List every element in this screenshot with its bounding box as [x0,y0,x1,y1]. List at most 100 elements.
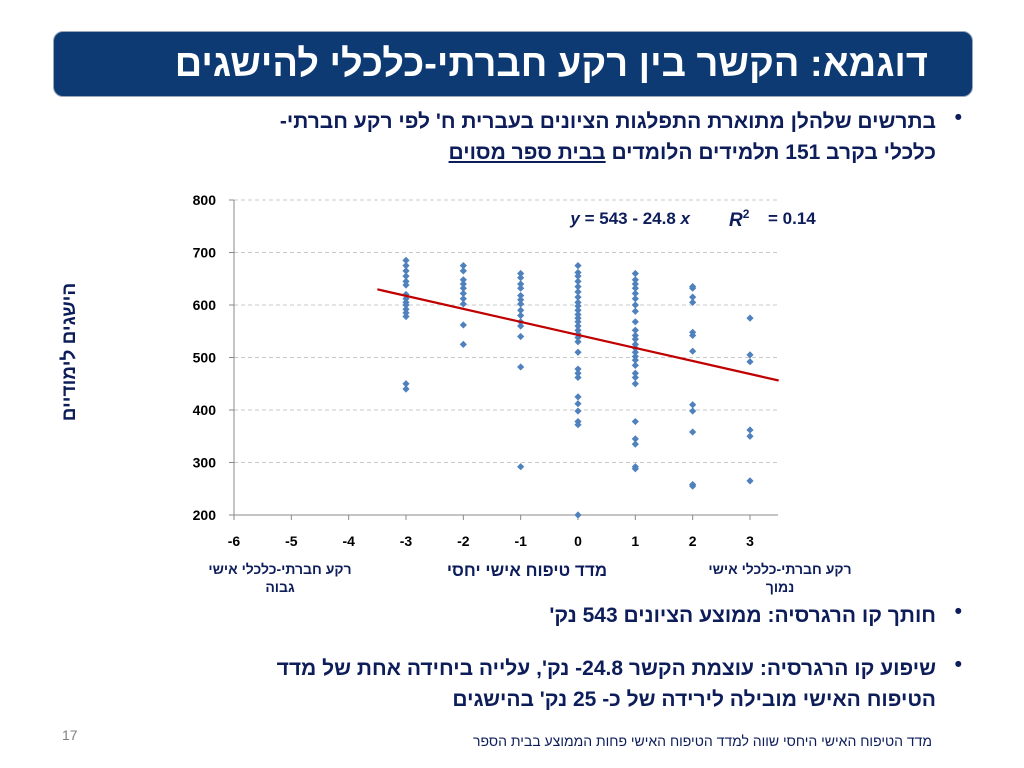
data-point [459,340,467,348]
data-point [631,318,639,326]
data-point [574,302,582,310]
data-point [459,289,467,298]
data-point [746,426,754,434]
data-point [631,369,639,377]
data-point [631,348,639,356]
bullet-3-line-2: הטיפוח האישי מובילה לירידה של כ- 25 נק' … [452,688,936,711]
bullet-1-line-2-text: כלכלי בקרב 151 תלמידים הלומדים [605,141,936,164]
footnote: מדד הטיפוח האישי היחסי שווה למדד הטיפוח … [473,733,932,749]
data-point [574,365,582,373]
data-point [574,318,582,326]
data-point [631,417,639,426]
data-point [746,358,754,366]
data-point [402,267,410,275]
x-tick-label: -5 [285,533,298,549]
data-point [574,511,582,519]
data-point [402,262,410,270]
x-tick-label: 1 [631,533,639,549]
data-point [402,281,410,289]
regression-line [377,288,779,382]
bullet-1-underlined: בבית ספר מסוים [448,141,606,164]
axes [229,199,778,520]
bullet-1-line-2: כלכלי בקרב 151 תלמידים הלומדים בבית ספר … [280,137,936,168]
data-point [402,385,410,393]
x-tick-label: -3 [400,533,413,549]
data-point [631,340,639,348]
data-point [631,331,639,340]
data-point [631,373,639,382]
data-point [574,407,582,415]
data-point [746,351,754,359]
data-point [517,322,525,330]
data-point [631,326,639,334]
data-point [746,314,754,322]
x-tick-label: -6 [228,533,241,549]
r-squared-r: R [729,210,743,231]
data-point [402,272,410,280]
regression-equation: y = 543 - 24.8 x [569,209,691,228]
data-point [631,435,639,443]
data-point [574,369,582,377]
data-point [574,400,582,408]
data-point [689,331,697,340]
slide-title-bar: דוגמא: הקשר בין רקע חברתי-כלכלי להישגים [53,31,973,97]
y-tick-label: 500 [193,350,217,366]
data-point [517,269,525,278]
data-point [631,269,639,278]
data-point [574,283,582,291]
data-point [459,295,467,303]
data-point [689,293,697,301]
data-point [689,407,697,415]
left-note: רקע חברתי-כלכלי אישי גבוה [208,561,352,595]
page-number: 17 [62,727,78,743]
data-point [631,301,639,309]
data-point [631,440,639,448]
bullet-2: חותך קו הרגרסיה: ממוצע הציונים 543 נק' [549,604,936,627]
data-point [574,288,582,296]
bullet-3: שיפוע קו הרגרסיה: עוצמת הקשר 24.8- נק', … [277,653,936,715]
data-point [517,463,525,471]
data-point [459,267,467,275]
y-tick-label: 700 [193,245,217,261]
data-point [517,306,525,314]
data-point [631,361,639,369]
data-point [631,352,639,361]
data-point [574,306,582,314]
data-point [574,293,582,301]
grid-lines [234,199,778,463]
data-point [402,277,410,285]
x-tick-label: -1 [514,533,527,549]
data-point [746,477,754,485]
data-point [402,301,410,309]
data-point [574,262,582,270]
x-tick-label: 2 [689,533,697,549]
data-point [574,277,582,285]
data-point [631,276,639,284]
x-tick-label: -4 [342,533,355,549]
data-point [689,347,697,355]
data-point [689,428,697,436]
bullet-1-line-1: בתרשים שלהלן מתוארת התפלגות הציונים בעבר… [279,110,936,133]
data-point [459,284,467,292]
data-point [459,321,467,329]
data-point [574,268,582,277]
data-point [517,332,525,341]
data-point [574,310,582,319]
r-squared-exponent: 2 [743,207,750,221]
data-point [631,284,639,292]
data-point [574,298,582,306]
bullet-3-line-1: שיפוע קו הרגרסיה: עוצמת הקשר 24.8- נק', … [276,657,936,680]
data-point [517,284,525,292]
data-point [631,356,639,364]
data-point [517,291,525,300]
data-point [631,335,639,343]
data-point [689,482,697,490]
x-tick-label: 0 [574,533,582,549]
data-point [517,363,525,371]
data-point [631,307,639,315]
data-point [574,348,582,356]
data-point [402,380,410,388]
data-point [459,262,467,270]
x-tick-label: 3 [746,533,754,549]
